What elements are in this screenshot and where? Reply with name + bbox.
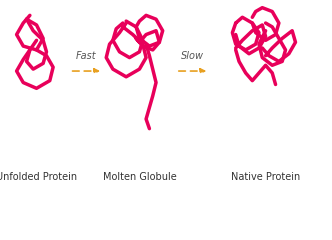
Text: Fast: Fast [76,51,97,61]
Text: Unfolded Protein: Unfolded Protein [0,172,77,182]
Text: Native Protein: Native Protein [231,172,300,182]
Text: Molten Globule: Molten Globule [103,172,176,182]
Text: Molten Globule Formation: Molten Globule Formation [55,209,277,223]
Text: Slow: Slow [181,51,204,61]
